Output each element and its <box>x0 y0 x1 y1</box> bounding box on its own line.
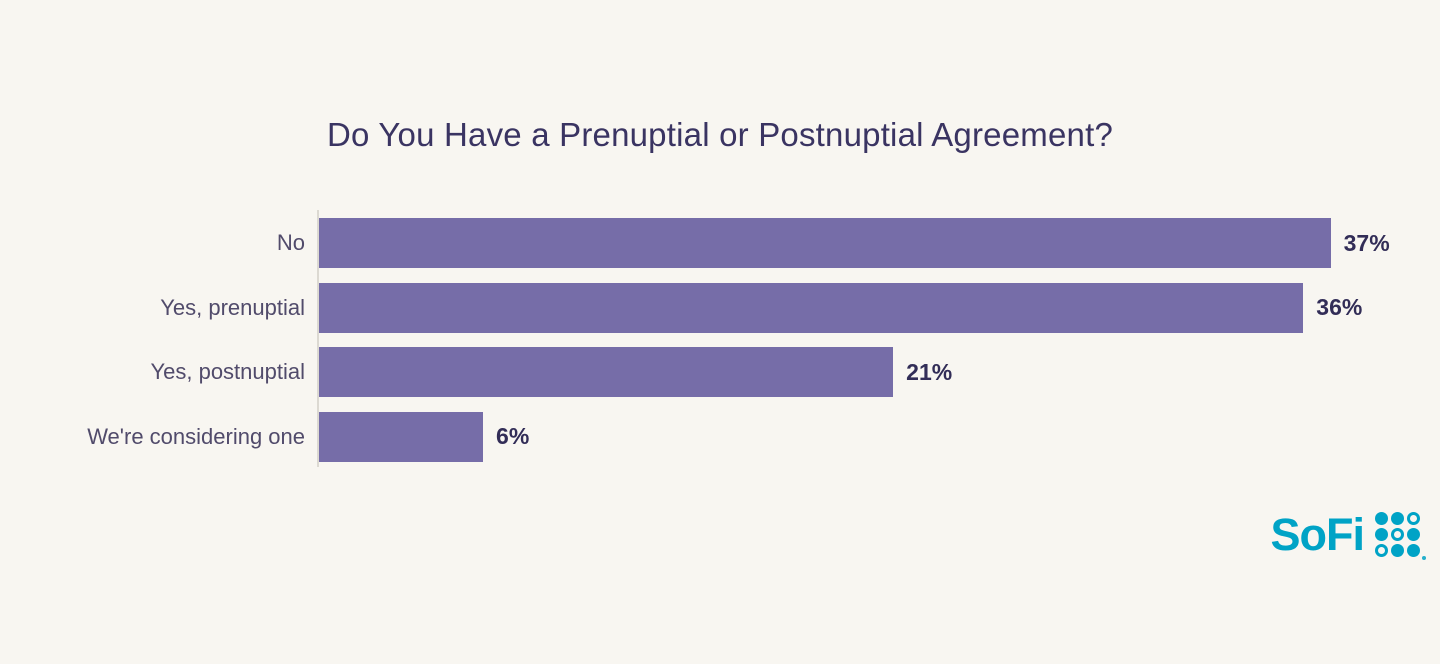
bar-track: 21% <box>319 347 1440 397</box>
dot-filled <box>1391 512 1404 525</box>
bar <box>319 282 1304 333</box>
category-label: Yes, postnuptial <box>150 359 305 384</box>
bar-row: No 37% <box>0 218 1440 268</box>
category-label: We're considering one <box>87 423 305 449</box>
value-label: 21% <box>906 358 953 385</box>
bar-row: Yes, postnuptial 21% <box>0 347 1440 397</box>
bar-track: 36% <box>319 282 1440 333</box>
sofi-logo-text: SoFi <box>1270 509 1365 560</box>
dot-filled <box>1407 544 1420 557</box>
sofi-logo: SoFi <box>1270 509 1426 560</box>
value-label: 36% <box>1316 294 1363 320</box>
bar-row: We're considering one 6% <box>0 411 1440 462</box>
value-label: 6% <box>496 423 530 449</box>
category-label: No <box>276 230 305 255</box>
dot-filled <box>1407 528 1420 541</box>
dot-filled <box>1375 528 1388 541</box>
sofi-dots-grid-icon <box>1375 512 1426 560</box>
dot-outline <box>1375 544 1388 557</box>
chart-title: Do You Have a Prenuptial or Postnuptial … <box>326 116 1113 153</box>
bar-track: 37% <box>319 218 1440 268</box>
bar <box>319 218 1331 268</box>
dot-outline <box>1391 528 1404 541</box>
bar-rows: No 37% Yes, prenuptial 36% Yes, postnuptial 2… <box>0 218 1440 476</box>
y-axis-line <box>317 210 319 467</box>
bar <box>319 347 894 397</box>
value-label: 37% <box>1343 229 1390 256</box>
category-label: Yes, prenuptial <box>160 294 305 320</box>
dot-outline <box>1407 512 1420 525</box>
dot-filled <box>1391 544 1404 557</box>
dot-filled <box>1375 512 1388 525</box>
bar-row: Yes, prenuptial 36% <box>0 282 1440 333</box>
bar <box>319 411 484 462</box>
trademark-dot <box>1422 556 1426 560</box>
bar-track: 6% <box>319 411 1440 462</box>
